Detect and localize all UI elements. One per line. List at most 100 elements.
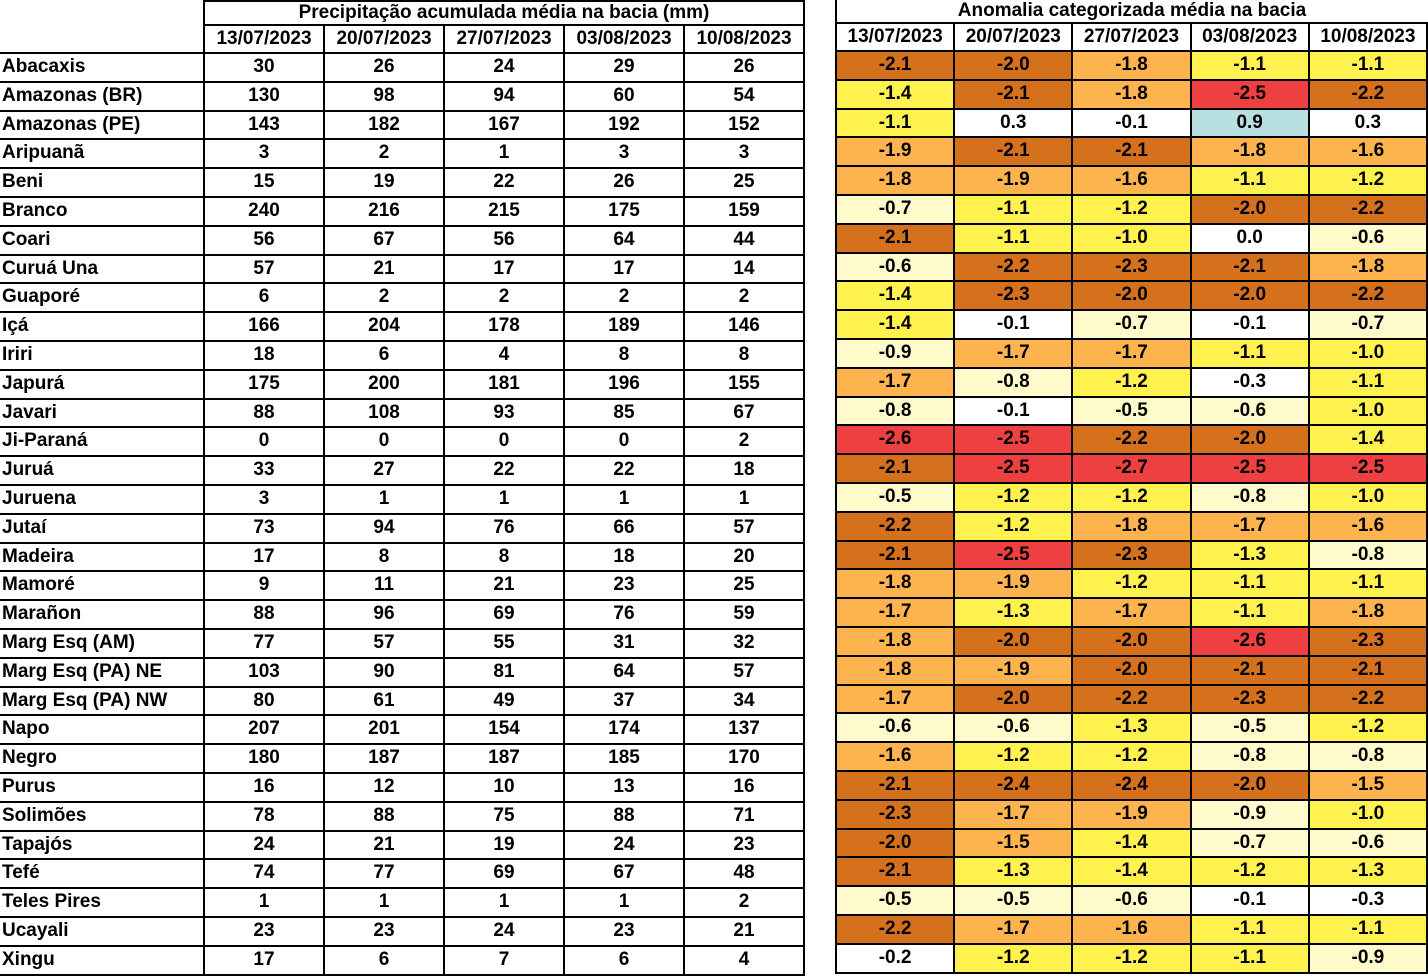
anomaly-cell: -1.3 xyxy=(1307,856,1428,888)
precip-cell: 14 xyxy=(683,253,805,285)
anomaly-cell: -2.0 xyxy=(1189,769,1310,801)
precip-cell: 30 xyxy=(203,52,325,83)
anomaly-cell: -0.6 xyxy=(953,712,1074,744)
table-row: Jutaí 73 94 76 66 57 xyxy=(0,512,805,544)
anomaly-cell: -1.1 xyxy=(1189,942,1310,974)
precip-cell: 103 xyxy=(203,656,325,688)
precip-cell: 19 xyxy=(323,167,445,198)
table-row: Guaporé 6 2 2 2 2 xyxy=(0,282,805,314)
table-row: Marañon 88 96 69 76 59 xyxy=(0,599,805,630)
precip-cell: 24 xyxy=(563,829,685,861)
precip-cell: 32 xyxy=(683,627,805,659)
precip-cell: 196 xyxy=(563,368,685,400)
precip-cell: 1 xyxy=(203,887,325,918)
anomaly-cell: -1.0 xyxy=(1071,222,1192,254)
anomaly-cell: -0.8 xyxy=(834,395,956,427)
table-row: Abacaxis 30 26 24 29 26 xyxy=(0,52,805,83)
precip-cell: 94 xyxy=(443,80,565,112)
precip-cell: 59 xyxy=(683,599,805,630)
basin-name: Juruá xyxy=(0,455,205,486)
anomaly-cell: -2.0 xyxy=(1189,280,1310,312)
precip-cell: 1 xyxy=(323,887,445,918)
table-row: -1.4 -0.1 -0.7 -0.1 -0.7 xyxy=(834,309,1428,340)
precip-cell: 175 xyxy=(203,368,325,400)
table-row: Beni 15 19 22 26 25 xyxy=(0,167,805,198)
table-row: Tapajós 24 21 19 24 23 xyxy=(0,829,805,861)
precip-cell: 1 xyxy=(323,483,445,515)
table-row: Içá 166 204 178 189 146 xyxy=(0,311,805,342)
precip-cell: 0 xyxy=(323,426,445,458)
precip-cell: 25 xyxy=(683,570,805,602)
anomaly-cell: -0.9 xyxy=(1307,942,1428,974)
precip-cell: 60 xyxy=(563,80,685,112)
table-row: -1.7 -2.0 -2.2 -2.3 -2.2 xyxy=(834,683,1428,715)
table-row: -1.6 -1.2 -1.2 -0.8 -0.8 xyxy=(834,741,1428,772)
precip-cell: 185 xyxy=(563,743,685,774)
precip-cell: 55 xyxy=(443,627,565,659)
precip-cell: 8 xyxy=(323,541,445,573)
precip-cell: 3 xyxy=(203,483,325,515)
precip-cell: 19 xyxy=(443,829,565,861)
basin-name: Marg Esq (AM) xyxy=(0,627,205,659)
precip-cell: 96 xyxy=(323,599,445,630)
anomaly-cell: -2.3 xyxy=(1071,251,1192,283)
anomaly-cell: -1.2 xyxy=(953,741,1074,772)
precip-cell: 3 xyxy=(683,138,805,170)
anomaly-cell: -1.1 xyxy=(953,193,1074,225)
precip-cell: 44 xyxy=(683,224,805,256)
precip-cell: 61 xyxy=(323,685,445,717)
anomaly-cell: -2.3 xyxy=(1071,539,1192,571)
basin-name: Iriri xyxy=(0,339,205,371)
anomaly-cell: -1.1 xyxy=(1307,913,1428,945)
precip-cell: 108 xyxy=(323,397,445,429)
anomaly-cell: -0.6 xyxy=(834,712,956,744)
anomaly-cell: -2.0 xyxy=(953,683,1074,715)
anomaly-cell: -2.2 xyxy=(834,913,956,945)
anomaly-cell: 0.3 xyxy=(1307,107,1428,139)
precip-cell: 3 xyxy=(203,138,325,170)
precip-cell: 137 xyxy=(683,714,805,746)
precip-cell: 64 xyxy=(563,224,685,256)
anomaly-cell: -1.1 xyxy=(1189,597,1310,628)
anomaly-cell: -2.1 xyxy=(953,78,1074,110)
precip-cell: 37 xyxy=(563,685,685,717)
precip-cell: 146 xyxy=(683,311,805,342)
table-row: Negro 180 187 187 185 170 xyxy=(0,743,805,774)
anomaly-cell: -0.1 xyxy=(1189,309,1310,340)
table-row: -1.4 -2.3 -2.0 -2.0 -2.2 xyxy=(834,280,1428,312)
precip-cell: 78 xyxy=(203,800,325,832)
table-row: Marg Esq (PA) NW 80 61 49 37 34 xyxy=(0,685,805,717)
precip-cell: 1 xyxy=(563,483,685,515)
anomaly-cell: -1.0 xyxy=(1307,481,1428,513)
precip-cell: 167 xyxy=(443,109,565,141)
anomaly-cell: 0.3 xyxy=(953,107,1074,139)
precip-cell: 2 xyxy=(323,282,445,314)
precip-cell: 2 xyxy=(683,426,805,458)
anomaly-cell: -1.4 xyxy=(1307,424,1428,456)
anomaly-cell: -1.9 xyxy=(953,165,1074,196)
precip-cell: 16 xyxy=(683,771,805,803)
precip-cell: 0 xyxy=(563,426,685,458)
table-row: Marg Esq (PA) NE 103 90 81 64 57 xyxy=(0,656,805,688)
table-row: -1.8 -2.0 -2.0 -2.6 -2.3 xyxy=(834,625,1428,657)
anomaly-cell: -2.1 xyxy=(834,50,956,81)
precip-cell: 8 xyxy=(563,339,685,371)
anomaly-cell: -0.7 xyxy=(1071,309,1192,340)
anomaly-cell: -0.5 xyxy=(1189,712,1310,744)
precip-cell: 54 xyxy=(683,80,805,112)
precip-cell: 2 xyxy=(683,282,805,314)
anomaly-cell: -0.1 xyxy=(953,309,1074,340)
anomaly-cell: -0.8 xyxy=(1189,481,1310,513)
precip-cell: 204 xyxy=(323,311,445,342)
basin-name: Guaporé xyxy=(0,282,205,314)
basin-name: Içá xyxy=(0,311,205,342)
precip-cell: 22 xyxy=(443,455,565,486)
precipitation-table: Precipitação acumulada média na bacia (m… xyxy=(0,0,805,976)
basin-name: Madeira xyxy=(0,541,205,573)
precip-cell: 130 xyxy=(203,80,325,112)
precip-cell: 2 xyxy=(683,887,805,918)
precip-cell: 192 xyxy=(563,109,685,141)
basin-name: Curuá Una xyxy=(0,253,205,285)
precip-cell: 23 xyxy=(683,829,805,861)
basin-name: Coari xyxy=(0,224,205,256)
